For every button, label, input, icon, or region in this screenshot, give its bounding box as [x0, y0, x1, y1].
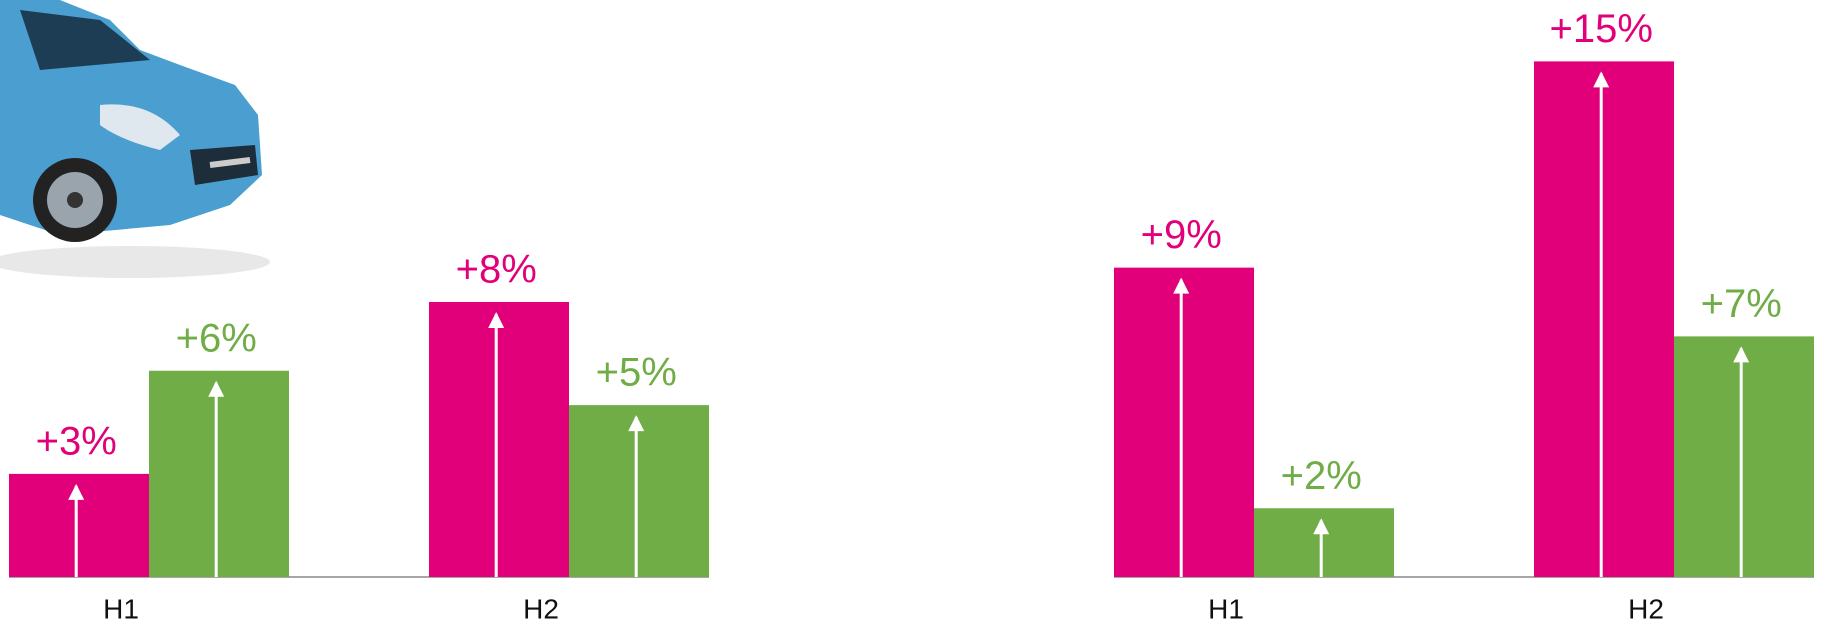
arrow-head — [1313, 518, 1330, 535]
bar — [1674, 336, 1814, 577]
x-tick-label: H1 — [103, 593, 139, 624]
value-label: +2% — [1281, 454, 1362, 498]
bar — [1254, 508, 1394, 577]
x-tick-label: H2 — [523, 593, 559, 624]
bar — [149, 370, 289, 577]
arrow-head — [488, 312, 505, 328]
car-illustration — [0, 0, 270, 278]
bar — [9, 473, 149, 577]
value-label: +7% — [1701, 282, 1782, 326]
x-tick-label: H1 — [1208, 593, 1244, 624]
arrow-head — [208, 380, 225, 397]
value-label: +6% — [176, 316, 257, 360]
arrow-head — [1733, 346, 1750, 363]
value-label: +15% — [1549, 7, 1652, 51]
arrow-head — [1593, 71, 1610, 88]
bar — [429, 302, 569, 577]
arrow-head — [68, 483, 85, 500]
bar — [569, 405, 709, 577]
value-label: +9% — [1141, 213, 1222, 257]
x-tick-label: H2 — [1628, 593, 1664, 624]
arrow-head — [628, 415, 645, 432]
value-label: +5% — [596, 351, 677, 395]
value-label: +8% — [456, 248, 537, 292]
value-label: +3% — [36, 419, 117, 463]
arrow-head — [1173, 277, 1190, 294]
bar — [1114, 267, 1254, 577]
bar — [1534, 61, 1674, 577]
